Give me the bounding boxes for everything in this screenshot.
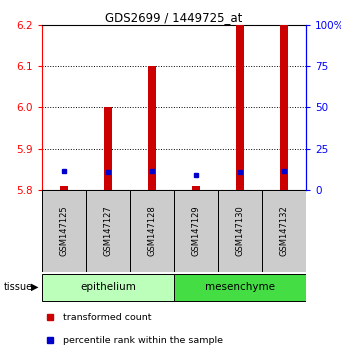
Bar [218, 190, 262, 272]
Text: GSM147125: GSM147125 [59, 206, 69, 256]
Bar [262, 190, 306, 272]
Text: ▶: ▶ [31, 282, 38, 292]
Bar [60, 186, 68, 190]
Bar [236, 25, 244, 190]
Title: GDS2699 / 1449725_at: GDS2699 / 1449725_at [105, 11, 243, 24]
Bar [148, 66, 156, 190]
Text: tissue: tissue [3, 282, 32, 292]
Text: epithelium: epithelium [80, 282, 136, 292]
Bar [104, 107, 112, 190]
Bar [192, 186, 200, 190]
Bar [280, 25, 288, 190]
Text: mesenchyme: mesenchyme [205, 282, 275, 292]
Text: GSM147129: GSM147129 [192, 206, 201, 256]
Bar [174, 274, 306, 301]
Text: percentile rank within the sample: percentile rank within the sample [63, 336, 223, 344]
Text: GSM147128: GSM147128 [148, 206, 157, 256]
Bar [42, 274, 174, 301]
Text: GSM147130: GSM147130 [236, 206, 244, 256]
Text: transformed count: transformed count [63, 313, 152, 322]
Bar [130, 190, 174, 272]
Text: GSM147127: GSM147127 [104, 206, 113, 256]
Bar [174, 190, 218, 272]
Bar [42, 190, 86, 272]
Text: GSM147132: GSM147132 [280, 206, 288, 256]
Bar [86, 190, 130, 272]
